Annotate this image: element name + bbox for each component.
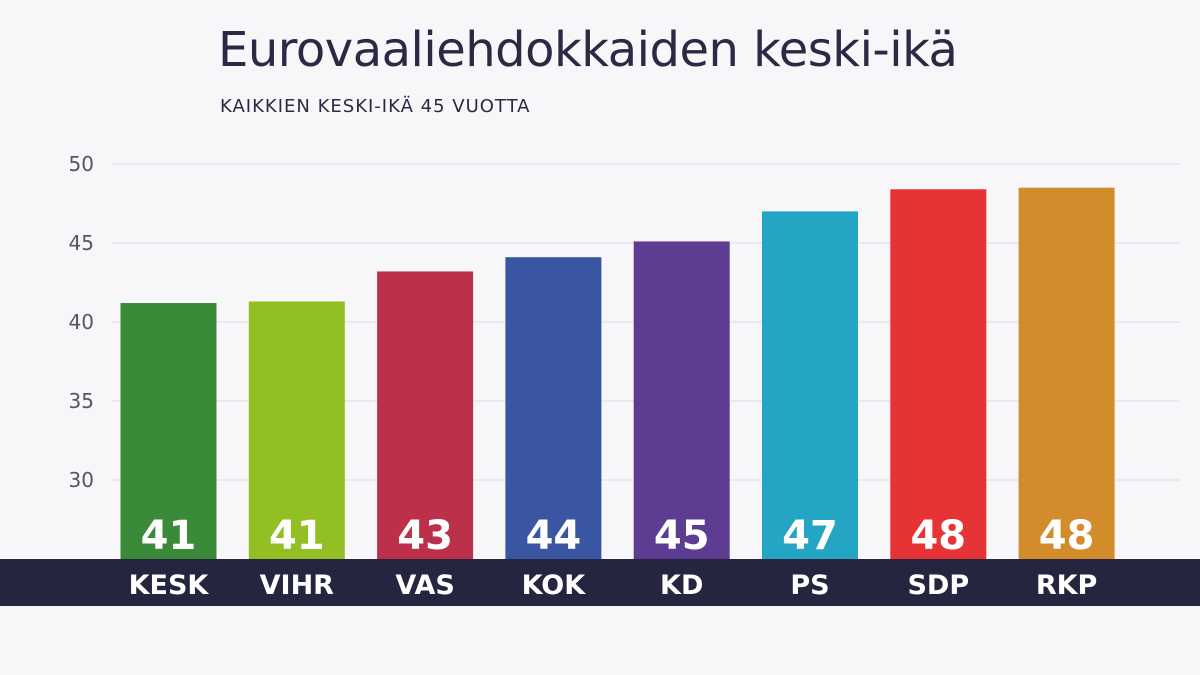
bar-value-label: 41 — [141, 513, 197, 559]
bar — [890, 189, 987, 559]
bar-value-label: 44 — [526, 513, 582, 559]
bar — [762, 211, 858, 559]
category-label: PS — [790, 570, 829, 601]
y-tick-label: 45 — [69, 231, 94, 255]
category-label: RKP — [1036, 570, 1098, 601]
category-label: KD — [660, 570, 703, 601]
bar — [1018, 187, 1115, 559]
y-tick-label: 50 — [69, 152, 94, 176]
chart-subtitle: KAIKKIEN KESKI-IKÄ 45 VUOTTA — [220, 96, 531, 117]
bar-value-label: 48 — [1039, 513, 1095, 559]
bar-value-label: 43 — [397, 513, 453, 559]
category-labels: KESK VIHR VAS KOK KD PS SDP RKP — [129, 570, 1098, 601]
bar — [377, 271, 474, 559]
y-tick-label: 35 — [69, 389, 94, 413]
bar-value-label: 47 — [782, 513, 838, 559]
y-tick-label: 30 — [69, 468, 94, 492]
bar — [633, 241, 730, 560]
category-label: KOK — [522, 570, 587, 601]
category-axis-band — [0, 559, 1200, 606]
bar — [248, 301, 345, 559]
y-tick-label: 40 — [69, 310, 94, 334]
bar-value-label: 48 — [910, 513, 966, 559]
category-label: SDP — [907, 570, 969, 601]
bar — [505, 257, 602, 559]
category-label: KESK — [129, 570, 210, 601]
bar — [120, 303, 217, 559]
bar-value-label: 45 — [654, 513, 710, 559]
chart-title: Eurovaaliehdokkaiden keski-ikä — [218, 22, 958, 78]
category-label: VIHR — [260, 570, 335, 601]
y-axis-ticks: 30 35 40 45 50 — [69, 152, 94, 492]
bar-value-label: 41 — [269, 513, 325, 559]
category-label: VAS — [395, 570, 454, 601]
bars: 41 41 43 44 45 47 48 48 — [120, 187, 1115, 560]
